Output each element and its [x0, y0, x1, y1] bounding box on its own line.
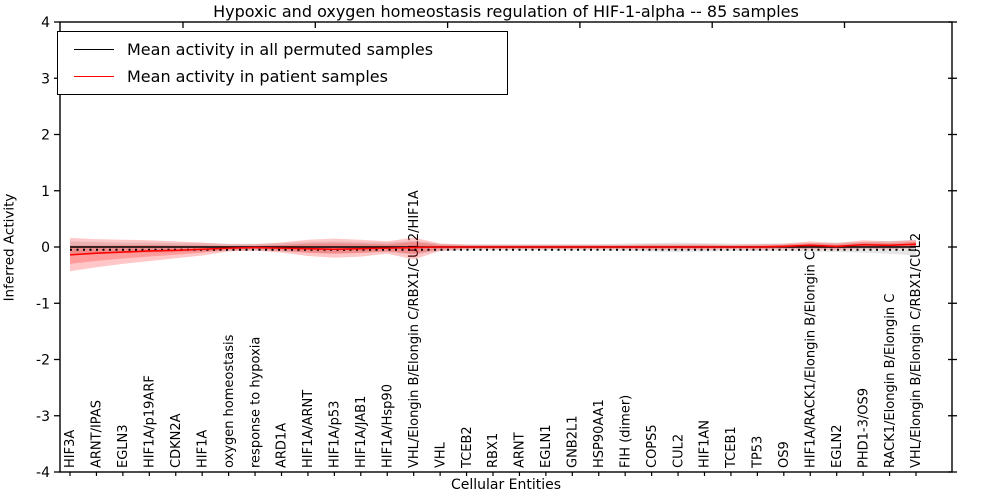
x-category-label: FIH (dimer) — [618, 395, 633, 468]
x-category-label: PHD1-3/OS9 — [856, 388, 871, 468]
x-category-label: EGLN1 — [539, 424, 554, 468]
y-tick-label: 3 — [41, 71, 50, 87]
x-category-label: ARNT/IPAS — [90, 400, 105, 468]
x-category-label: HSP90AA1 — [592, 399, 607, 468]
x-category-label: oxygen homeostasis — [222, 334, 237, 468]
x-category-label: RBX1 — [486, 433, 501, 468]
chart-title: Hypoxic and oxygen homeostasis regulatio… — [213, 2, 799, 21]
x-category-label: OS9 — [777, 441, 792, 468]
x-category-label: HIF1AN — [698, 420, 713, 468]
x-category-label: ARD1A — [275, 423, 290, 468]
x-axis-label: Cellular Entities — [450, 477, 562, 493]
y-tick-label: 1 — [41, 184, 50, 200]
x-category-label: GNB2L1 — [566, 415, 581, 468]
legend-label-patient: Mean activity in patient samples — [127, 67, 388, 86]
x-category-label: EGLN2 — [830, 424, 845, 468]
patient-mean-line — [69, 243, 917, 256]
x-category-label: response to hypoxia — [248, 337, 263, 468]
x-category-label: ARNT — [513, 432, 528, 468]
legend-box: Mean activity in all permuted samples Me… — [57, 31, 508, 95]
x-category-label: HIF1A — [195, 430, 210, 468]
black-line-swatch-icon — [74, 49, 114, 50]
legend-label-permuted: Mean activity in all permuted samples — [127, 40, 434, 59]
x-category-label: TCEB2 — [460, 426, 475, 469]
y-tick-label: 0 — [41, 240, 50, 256]
x-category-label: VHL/Elongin B/Elongin C/RBX1/CUL2 — [909, 233, 924, 468]
y-tick-label: 2 — [41, 128, 50, 144]
x-category-label: RACK1/Elongin B/Elongin C — [883, 294, 898, 468]
legend-item-patient: Mean activity in patient samples — [74, 65, 507, 89]
x-category-label: HIF1A/RACK1/Elongin B/Elongin C — [803, 251, 818, 468]
y-tick-label: -4 — [36, 465, 50, 481]
x-category-label: COPS5 — [645, 424, 660, 468]
x-category-label: HIF1A/p19ARF — [143, 375, 158, 468]
x-category-label: VHL — [433, 441, 448, 468]
y-tick-label: -3 — [36, 409, 50, 425]
x-category-label: CDKN2A — [169, 413, 184, 468]
red-line-swatch-icon — [74, 76, 114, 77]
y-tick-label: -1 — [36, 296, 50, 312]
x-category-label: VHL/Elongin B/Elongin C/RBX1/CUL2/HIF1A — [407, 190, 422, 468]
x-category-label: HIF3A — [63, 430, 78, 468]
x-category-label: TP53 — [751, 436, 766, 469]
x-category-label: HIF1A/JAB1 — [354, 396, 369, 468]
x-category-label: CUL2 — [671, 434, 686, 468]
x-category-label: HIF1A/p53 — [328, 401, 343, 468]
permuted-band — [70, 240, 916, 256]
patient-band-outer — [70, 237, 916, 272]
y-tick-label: -2 — [36, 353, 50, 369]
x-category-label: EGLN3 — [116, 424, 131, 468]
x-category-label: HIF1A/Hsp90 — [380, 384, 395, 468]
y-tick-label: 4 — [41, 15, 50, 31]
x-category-label: TCEB1 — [724, 426, 739, 469]
x-category-label: HIF1A/ARNT — [301, 390, 316, 468]
legend-item-permuted: Mean activity in all permuted samples — [74, 38, 507, 62]
